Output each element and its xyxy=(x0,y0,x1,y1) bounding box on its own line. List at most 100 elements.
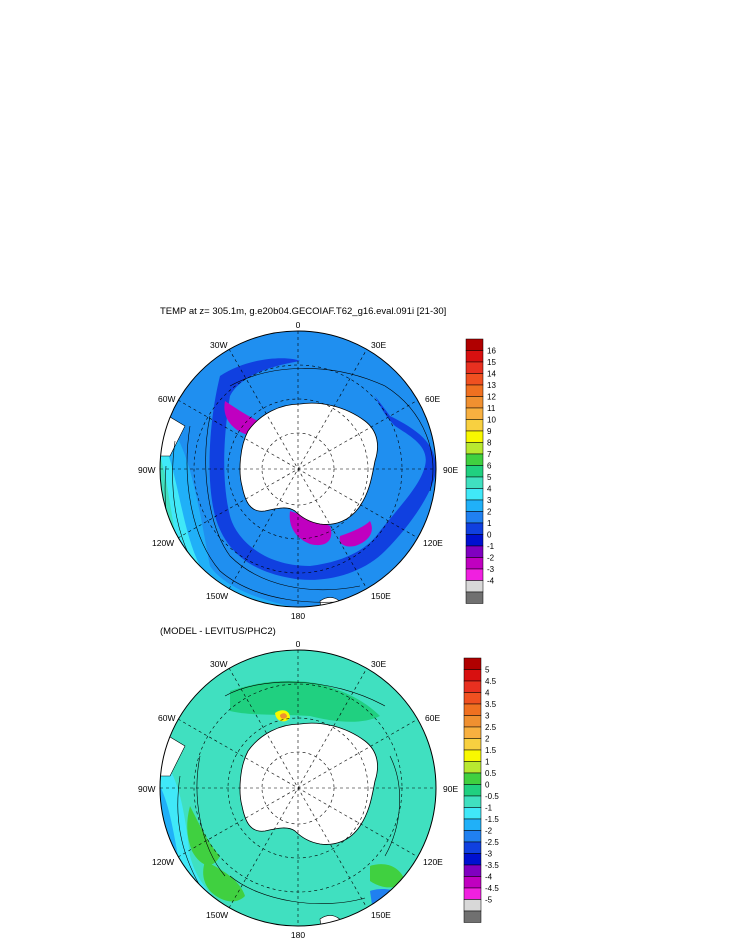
panel-1-colorbar-swatch xyxy=(465,373,484,386)
panel-2-field-blue-southeast xyxy=(370,889,410,926)
panel-2-colorbar-swatch xyxy=(463,853,482,866)
panel-1-colorbar-label: 2 xyxy=(487,508,492,517)
panel-1-colorbar-swatch xyxy=(465,511,484,524)
panel-2-field-green-north xyxy=(230,680,380,722)
panel-2-contour-3 xyxy=(384,755,400,857)
panel-1-colorbar-swatch xyxy=(465,580,484,593)
panel-1-lon-label-60e: 60E xyxy=(425,394,440,404)
panel-2-colorbar-swatch xyxy=(463,669,482,682)
panel-1-colorbar-swatch xyxy=(465,350,484,363)
panel-1-colorbar-swatch xyxy=(465,476,484,489)
panel-1-field-cold-ring xyxy=(209,358,436,580)
panel-2-polar-map: 0 30E 60E 90E 120E 150E 180 150W 120W 90… xyxy=(138,639,458,940)
panel-2-lon-label-180: 180 xyxy=(291,930,305,940)
panel-1-colorbar-label: 16 xyxy=(487,347,496,356)
panel-2-lon-label-0: 0 xyxy=(296,639,301,649)
panel-2-lon-label-30e: 30E xyxy=(371,659,386,669)
panel-1-colorbar-swatch xyxy=(465,568,484,581)
panel-2-colorbar-swatch xyxy=(463,795,482,808)
panel-1-lon-label-0: 0 xyxy=(296,320,301,330)
panel-2-colorbar-label: -2 xyxy=(485,827,493,836)
panel-2-colorbar-label: -1.5 xyxy=(485,815,499,824)
panel-1-lon-label-120w: 120W xyxy=(152,538,174,548)
panel-2-field-green-west xyxy=(187,806,220,866)
panel-2-colorbar-swatch xyxy=(463,784,482,797)
panel-1-colorbar-swatch xyxy=(465,419,484,432)
panel-1-colorbar-swatch xyxy=(465,384,484,397)
panel-2-lon-label-30w: 30W xyxy=(210,659,227,669)
panel-1-colorbar-label: -4 xyxy=(487,577,495,586)
panel-1-colorbar-label: 12 xyxy=(487,393,496,402)
panel-2-colorbar-swatch xyxy=(463,738,482,751)
panel-2-title: (MODEL - LEVITUS/PHC2) xyxy=(160,626,276,637)
panel-1-colorbar-swatch xyxy=(465,465,484,478)
panel-1-colorbar-label: -1 xyxy=(487,542,495,551)
panel-2-colorbar-swatch xyxy=(463,864,482,877)
panel-1-lon-label-120e: 120E xyxy=(423,538,443,548)
panel-2-field-orange-1 xyxy=(280,713,287,719)
panel-2-field-green-east xyxy=(370,864,405,888)
panel-1-colorbar-label: 6 xyxy=(487,462,492,471)
panel-2-lon-label-60w: 60W xyxy=(158,713,175,723)
panel-1-colorbar-label: 11 xyxy=(487,404,496,413)
panel-2-colorbar-label: -0.5 xyxy=(485,792,499,801)
panel-2-colorbar-swatch xyxy=(463,692,482,705)
panel-1-colorbar-swatch xyxy=(465,534,484,547)
panel-2-colorbar-label: 3 xyxy=(485,712,490,721)
panel-1-colorbar-swatch xyxy=(465,488,484,501)
panel-1-colorbar-swatch xyxy=(465,396,484,409)
panel-2-colorbar-label: -5 xyxy=(485,896,493,905)
panel-1-colorbar-label: 1 xyxy=(487,519,492,528)
panel-2-antarctica xyxy=(239,722,378,845)
panel-1-map: 0 30E 60E 90E 120E 150E 180 150W 120W 90… xyxy=(130,316,460,631)
panel-1-lon-label-90e: 90E xyxy=(443,465,458,475)
panel-2-colorbar-label: -1 xyxy=(485,804,493,813)
panel-2-colorbar-swatch xyxy=(463,807,482,820)
panel-1-colorbar-swatch xyxy=(465,453,484,466)
panel-2-lon-label-90e: 90E xyxy=(443,784,458,794)
panel-1-lon-label-60w: 60W xyxy=(158,394,175,404)
panel-2-colorbar-swatch xyxy=(463,749,482,762)
panel-1-colorbar-label: 7 xyxy=(487,450,492,459)
panel-2-lon-label-120e: 120E xyxy=(423,857,443,867)
panel-1-map-border xyxy=(159,330,437,608)
panel-2-colorbar-swatch xyxy=(463,830,482,843)
panel-2-contour-1 xyxy=(224,681,386,707)
panel-1-colorbar-label: 0 xyxy=(487,531,492,540)
panel-2-colorbar-label: -3 xyxy=(485,850,493,859)
panel-1-field-purple-south xyxy=(289,511,332,546)
panel-1-colorbar-swatch xyxy=(465,557,484,570)
panel-2-colorbar-label: 0 xyxy=(485,781,490,790)
panel-2-colorbar-label: -4 xyxy=(485,873,493,882)
panel-2-colorbar-swatch xyxy=(463,910,482,923)
panel-2-contour-5 xyxy=(177,775,201,887)
panel-2-colorbar-svg: 5 4.5 4 3.5 3 2.5 2 1.5 1 0.5 0 -0.5 -1 -1.5 -2 -2.5 -3 -… xyxy=(463,657,499,923)
panel-1-colorbar-label: 13 xyxy=(487,381,496,390)
panel-1-lat-circle-mid xyxy=(227,398,369,540)
panel-2-lon-label-150e: 150E xyxy=(371,910,391,920)
panel-2-colorbar-label: 1.5 xyxy=(485,746,497,755)
panel-1-lon-label-150w: 150W xyxy=(206,591,228,601)
panel-2-colorbar: 5 4.5 4 3.5 3 2.5 2 1.5 1 0.5 0 -0.5 -1 -1.5 -2 -2.5 -3 -… xyxy=(462,655,522,930)
panel-1-colorbar-label: 9 xyxy=(487,427,492,436)
panel-1-contour-5 xyxy=(229,368,434,492)
panel-1-colorbar-label: 14 xyxy=(487,370,496,379)
panel-2-colorbar-swatch xyxy=(463,726,482,739)
panel-2-lat-circle-mid xyxy=(227,717,369,859)
panel-2-colorbar-label: 3.5 xyxy=(485,700,497,709)
panel-2-colorbar-swatch xyxy=(463,703,482,716)
panel-2-colorbar-swatch xyxy=(463,680,482,693)
panel-2-field-green-southwest xyxy=(203,861,245,902)
panel-2-colorbar-swatch xyxy=(463,772,482,785)
panel-1-lon-label-30e: 30E xyxy=(371,340,386,350)
panel-2-meridian-150 xyxy=(228,667,368,909)
panel-1-colorbar-label: 10 xyxy=(487,416,496,425)
panel-2-colorbar-swatch xyxy=(463,876,482,889)
panel-1-colorbar-swatch xyxy=(465,361,484,374)
panel-2-colorbar-label: -2.5 xyxy=(485,838,499,847)
panel-1-colorbar-swatch xyxy=(465,338,484,351)
panel-2-colorbar-label: 5 xyxy=(485,666,490,675)
panel-2-map: 0 30E 60E 90E 120E 150E 180 150W 120W 90… xyxy=(130,636,460,946)
panel-1-meridian-150 xyxy=(228,348,368,590)
panel-2-lon-label-90w: 90W xyxy=(138,784,155,794)
